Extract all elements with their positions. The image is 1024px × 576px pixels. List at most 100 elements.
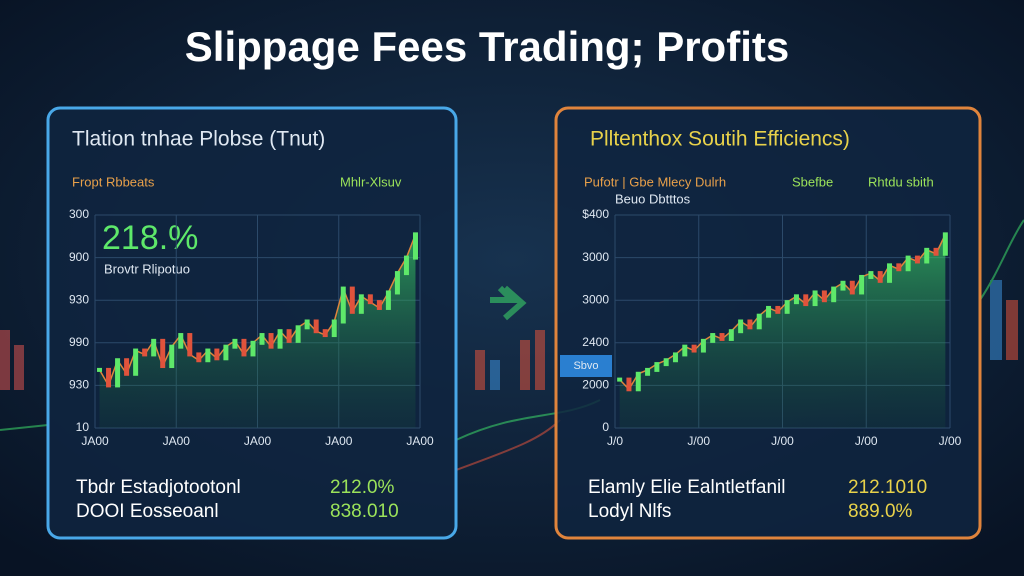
- y-tick-label: 3000: [582, 292, 609, 306]
- x-tick-label: JA00: [244, 434, 272, 448]
- candle: [812, 290, 818, 307]
- x-tick-label: J/00: [771, 434, 794, 448]
- background-decor: [0, 219, 1024, 471]
- candle: [115, 358, 121, 388]
- candle: [313, 319, 319, 334]
- candle: [775, 305, 781, 314]
- candle: [840, 280, 846, 291]
- candle: [905, 255, 911, 272]
- row-value: 212.1010: [848, 477, 927, 498]
- candle: [151, 338, 157, 357]
- big-caption: Brovtr Rlipotuo: [104, 261, 190, 276]
- row-label: Lodyl Nlfs: [588, 501, 671, 522]
- x-tick-label: JA00: [81, 434, 109, 448]
- x-tick-label: J/00: [855, 434, 878, 448]
- candle: [710, 333, 716, 343]
- candle: [205, 348, 211, 363]
- candle: [142, 348, 148, 357]
- row-value: 212.0%: [330, 477, 395, 498]
- candle: [169, 344, 175, 369]
- candle: [626, 377, 632, 392]
- candle: [803, 294, 809, 307]
- candle: [268, 333, 274, 349]
- row-label: Elamly Elie Ealntletfanil: [588, 477, 785, 498]
- candle: [367, 294, 373, 305]
- candle: [691, 344, 697, 353]
- candle: [849, 280, 855, 295]
- candle: [250, 340, 256, 357]
- candle: [793, 294, 799, 305]
- big-caption: Beuo Dbtttos: [615, 191, 691, 206]
- candle: [133, 348, 139, 376]
- candle: [924, 247, 930, 264]
- candle: [214, 348, 220, 361]
- y-tick-label: 930: [69, 378, 89, 392]
- y-tick-label: 900: [69, 250, 89, 264]
- candle: [394, 271, 400, 295]
- y-tick-label: 0: [602, 420, 609, 434]
- legend-entry: Mhlr-Xlsuv: [340, 174, 402, 189]
- candle: [97, 367, 103, 372]
- candle: [196, 352, 202, 363]
- legend-entry: Rhtdu sbith: [868, 174, 934, 189]
- x-tick-label: J/00: [687, 434, 710, 448]
- row-label: Tbdr Estadjotootonl: [76, 477, 241, 498]
- candle: [178, 333, 184, 349]
- candle: [896, 263, 902, 272]
- legend-entry: Pufotr | Gbe Mlecy Dulrh: [584, 174, 726, 189]
- candle: [187, 333, 193, 357]
- candle: [821, 290, 827, 303]
- candle: [385, 290, 391, 310]
- candle: [933, 247, 939, 256]
- y-tick-label: 300: [69, 207, 89, 221]
- y-tick-label: 10: [76, 420, 90, 434]
- candle: [331, 319, 337, 338]
- candle: [682, 344, 688, 357]
- candle: [349, 286, 355, 314]
- candle: [340, 286, 346, 324]
- candle: [106, 367, 112, 388]
- candle: [617, 377, 623, 382]
- candle: [663, 358, 669, 367]
- candle: [635, 371, 641, 392]
- candle: [277, 329, 283, 349]
- page-title: Slippage Fees Trading; Profits: [185, 23, 789, 70]
- candle: [756, 313, 762, 330]
- candle: [672, 352, 678, 363]
- candle: [295, 325, 301, 343]
- candle: [831, 286, 837, 303]
- y-tick-label: 2400: [582, 335, 609, 349]
- y-tick-label: $400: [582, 207, 609, 221]
- candle: [942, 232, 948, 256]
- candle: [766, 305, 772, 318]
- x-tick-label: J/00: [939, 434, 962, 448]
- candle: [719, 333, 725, 341]
- candle: [738, 319, 744, 334]
- x-tick-label: JA00: [406, 434, 434, 448]
- y-tick-label: 990: [69, 335, 89, 349]
- candle: [160, 338, 166, 369]
- candle: [914, 255, 920, 264]
- candle: [403, 255, 409, 276]
- candle: [645, 367, 651, 376]
- candle: [887, 263, 893, 283]
- x-tick-label: JA00: [163, 434, 191, 448]
- row-label: DOOI Eosseoanl: [76, 501, 219, 522]
- panel-title: Plltenthox Soutih Efficiencs): [590, 128, 850, 151]
- candle: [747, 319, 753, 330]
- area: [99, 234, 416, 428]
- side-label: Sbvo: [573, 360, 598, 372]
- candle: [877, 271, 883, 283]
- y-tick-label: 3000: [582, 250, 609, 264]
- candle: [868, 271, 874, 279]
- candle: [412, 232, 418, 260]
- candle: [784, 300, 790, 314]
- y-tick-label: 930: [69, 292, 89, 306]
- candle: [304, 319, 310, 330]
- x-tick-label: J/0: [607, 434, 623, 448]
- candle: [259, 333, 265, 345]
- legend-entry: Sbefbe: [792, 174, 833, 189]
- candle: [223, 344, 229, 361]
- candle: [654, 362, 660, 372]
